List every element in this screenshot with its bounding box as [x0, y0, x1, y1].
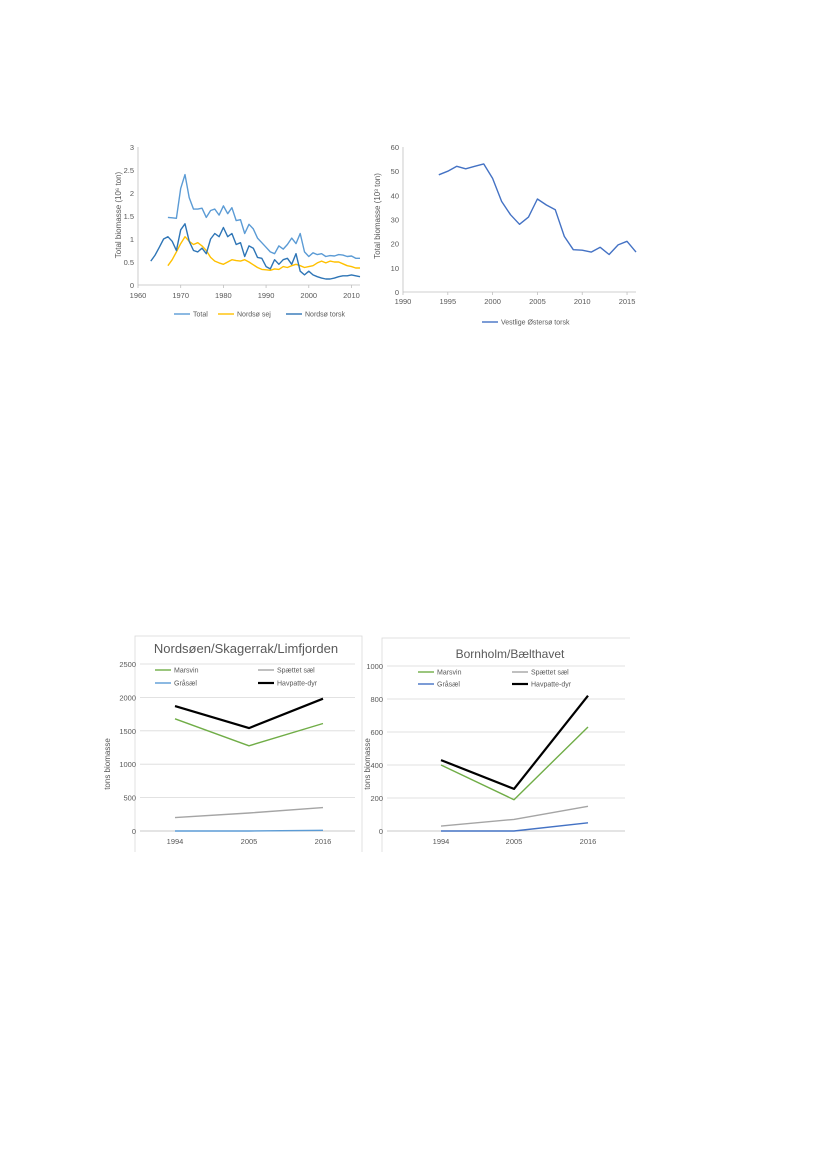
- x-tick-label: 2005: [506, 837, 523, 846]
- y-tick-label: 800: [370, 695, 383, 704]
- y-tick-label: 0: [130, 281, 134, 290]
- y-tick-label: 1: [130, 235, 134, 244]
- y-tick-label: 10: [391, 264, 399, 273]
- chart-bornholm-marine-mammals: Bornholm/Bælthavet 0 200 400 600 800 1000 1994…: [355, 632, 633, 854]
- x-tick-label: 2000: [484, 297, 501, 306]
- y-axis-label: tons biomasse: [363, 738, 372, 790]
- y-tick-label: 400: [370, 761, 383, 770]
- y-tick-label: 2500: [119, 660, 136, 669]
- legend-label: Havpatte-dyr: [531, 682, 572, 689]
- x-tick-label: 1990: [395, 297, 412, 306]
- series-line-0: [438, 163, 637, 256]
- chart-1-svg: 0 0.5 1 1.5 2 2.5 3 1960 1970 1980 1990 2000 2010 To…: [114, 143, 361, 319]
- series-line-3: [174, 697, 324, 730]
- legend-label: Spættet sæl: [531, 670, 569, 677]
- x-tick-label: 2005: [241, 837, 258, 846]
- y-axis-label: tons biomasse: [103, 738, 112, 790]
- chart-frame: [134, 635, 363, 854]
- y-tick-label: 1000: [119, 760, 136, 769]
- x-tick-label: 1990: [258, 291, 275, 300]
- legend-label: Total: [193, 312, 208, 319]
- x-tick-label: 1980: [215, 291, 232, 300]
- series-line-3: [440, 695, 589, 790]
- y-tick-label: 2.5: [124, 166, 134, 175]
- chart-nordsoen-marine-mammals: Nordsøen/Skagerrak/Limfjorden 0 500 1000 15…: [95, 632, 365, 854]
- y-tick-label: 600: [370, 728, 383, 737]
- chart-title: Nordsøen/Skagerrak/Limfjorden: [154, 641, 338, 656]
- series-line-1: [174, 806, 324, 819]
- y-tick-label: 0.5: [124, 258, 134, 267]
- legend-label: Spættet sæl: [277, 668, 315, 675]
- y-tick-label: 40: [391, 191, 399, 200]
- y-tick-label: 20: [391, 240, 399, 249]
- y-axis-label: Total biomasse (10³ ton): [373, 173, 382, 259]
- y-tick-label: 1.5: [124, 212, 134, 221]
- chart-western-baltic-cod: 0 10 20 30 40 50 60 1990 1995 2000 2005 2010 2015 Ve…: [368, 140, 643, 340]
- legend-label: Gråsæl: [174, 680, 197, 688]
- legend-label: Gråsæl: [437, 681, 460, 689]
- series-line-2: [175, 829, 324, 832]
- y-tick-label: 60: [391, 143, 399, 152]
- x-tick-label: 1994: [433, 837, 450, 846]
- y-tick-label: 3: [130, 143, 134, 152]
- legend-label: Marsvin: [437, 670, 462, 677]
- legend-label: Havpatte-dyr: [277, 681, 318, 688]
- chart-4-svg: Bornholm/Bælthavet 0 200 400 600 800 1000 1994…: [363, 637, 633, 854]
- x-tick-label: 2015: [619, 297, 636, 306]
- series-line-0: [167, 173, 360, 260]
- y-tick-label: 0: [132, 827, 136, 836]
- chart-title: Bornholm/Bælthavet: [456, 647, 565, 661]
- y-tick-label: 500: [123, 794, 136, 803]
- series-line-1: [440, 805, 589, 827]
- legend-label: Nordsø sej: [237, 312, 271, 319]
- y-tick-label: 50: [391, 167, 399, 176]
- legend-label: Vestlige Østersø torsk: [501, 320, 570, 327]
- x-tick-label: 2016: [580, 837, 597, 846]
- x-tick-label: 1995: [439, 297, 456, 306]
- series-line-2: [441, 822, 589, 832]
- x-tick-label: 2010: [343, 291, 360, 300]
- y-tick-label: 200: [370, 794, 383, 803]
- x-tick-label: 2005: [529, 297, 546, 306]
- x-tick-label: 1970: [172, 291, 189, 300]
- x-tick-label: 2016: [315, 837, 332, 846]
- chart-2-svg: 0 10 20 30 40 50 60 1990 1995 2000 2005 2010 2015 Ve…: [373, 143, 637, 327]
- y-tick-label: 2000: [119, 693, 136, 702]
- series-line-0: [440, 726, 589, 801]
- x-tick-label: 2000: [300, 291, 317, 300]
- y-tick-label: 2: [130, 189, 134, 198]
- series-line-2: [150, 223, 361, 280]
- chart-north-sea-biomass: 0 0.5 1 1.5 2 2.5 3 1960 1970 1980 1990 2000 2010 To…: [108, 140, 368, 340]
- x-tick-label: 1994: [167, 837, 184, 846]
- y-tick-label: 1000: [366, 662, 383, 671]
- y-tick-label: 0: [395, 288, 399, 297]
- y-tick-label: 1500: [119, 727, 136, 736]
- legend-label: Marsvin: [174, 668, 199, 675]
- series-line-0: [174, 718, 324, 747]
- series-line-1: [167, 235, 360, 272]
- x-tick-label: 1960: [130, 291, 147, 300]
- legend-label: Nordsø torsk: [305, 312, 346, 319]
- chart-3-svg: Nordsøen/Skagerrak/Limfjorden 0 500 1000 15…: [103, 635, 363, 854]
- y-tick-label: 0: [379, 827, 383, 836]
- x-tick-label: 2010: [574, 297, 591, 306]
- y-axis-label: Total biomasse (10⁶ ton): [114, 171, 123, 258]
- y-tick-label: 30: [391, 216, 399, 225]
